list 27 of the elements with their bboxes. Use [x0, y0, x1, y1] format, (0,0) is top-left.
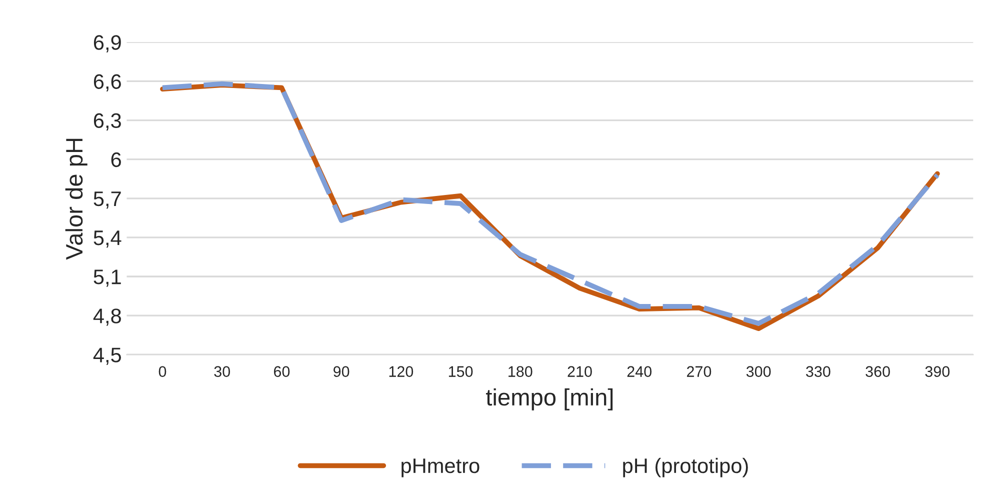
legend-label: pH (prototipo)	[623, 458, 748, 478]
x-tick-label: 30	[214, 366, 230, 377]
x-tick-label: 210	[568, 366, 592, 377]
x-tick-label: 300	[746, 366, 771, 377]
y-axis-title: Valor de pH	[65, 138, 88, 260]
x-tick-label: 90	[334, 366, 350, 377]
x-tick-label: 0	[158, 366, 166, 377]
x-axis-title: tiempo [min]	[486, 388, 613, 410]
x-tick-label: 240	[627, 366, 652, 377]
legend-label: pHmetro	[402, 458, 480, 478]
y-tick-label: 6,9	[94, 35, 121, 52]
x-tick-label: 150	[448, 366, 473, 377]
y-tick-label: 4,5	[93, 348, 121, 365]
x-tick-label: 180	[508, 366, 532, 377]
x-tick-label: 390	[925, 366, 950, 377]
y-tick-label: 6	[111, 152, 121, 168]
x-tick-label: 120	[389, 366, 414, 377]
x-tick-label: 330	[806, 366, 830, 377]
x-tick-label: 60	[274, 366, 290, 377]
y-tick-label: 6,3	[94, 113, 121, 130]
x-tick-label: 360	[866, 366, 890, 377]
x-tick-label: 270	[686, 366, 712, 377]
y-tick-label: 4,8	[93, 308, 121, 326]
y-tick-label: 6,6	[94, 74, 121, 92]
y-tick-label: 5,1	[94, 270, 121, 287]
y-tick-label: 5,4	[94, 230, 122, 248]
y-tick-label: 5,7	[94, 192, 121, 209]
